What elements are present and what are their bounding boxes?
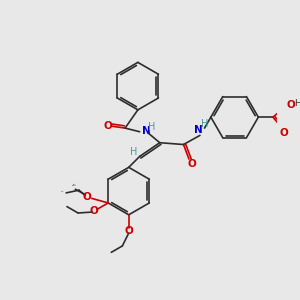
Text: O: O (103, 121, 112, 131)
Text: O: O (124, 226, 133, 236)
Text: ethoxy: ethoxy (72, 184, 76, 186)
Text: H: H (201, 119, 208, 129)
Text: O: O (187, 159, 196, 169)
Text: H: H (130, 147, 137, 157)
Text: O: O (280, 128, 288, 138)
Text: ethyl: ethyl (61, 191, 64, 192)
Text: O: O (83, 193, 92, 202)
Text: N: N (142, 126, 150, 136)
Text: H: H (294, 99, 300, 108)
Text: O: O (286, 100, 296, 110)
Text: N: N (194, 125, 203, 135)
Text: H: H (148, 122, 155, 132)
Text: ethyl: ethyl (73, 183, 76, 185)
Text: O: O (90, 206, 98, 216)
